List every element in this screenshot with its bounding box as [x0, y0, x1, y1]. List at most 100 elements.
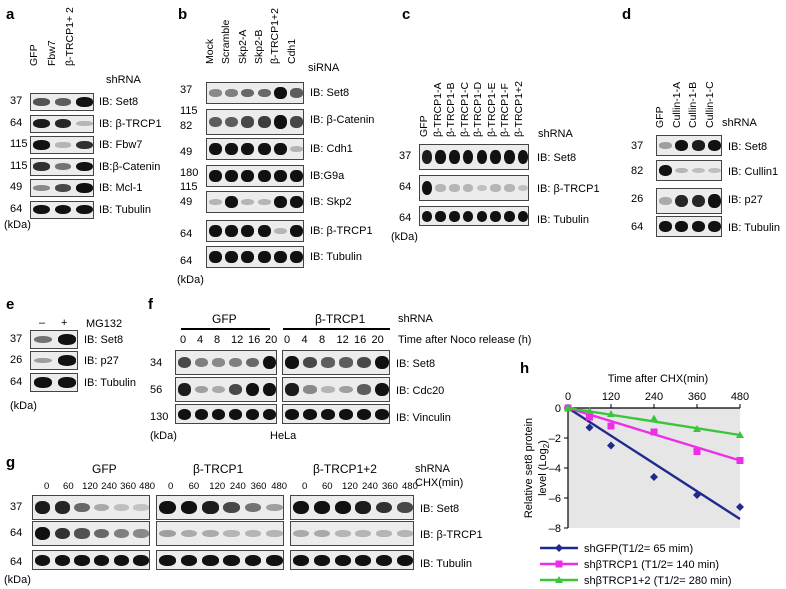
panel-a-blot-5 — [30, 200, 94, 219]
panel-b-lane-3: Skp2-B — [252, 29, 265, 64]
panel-d-lane-2: Cullin-1-B — [687, 81, 699, 128]
panel-b-blot-0-band-5 — [290, 88, 303, 98]
panel-c-kda: (kDa) — [391, 231, 418, 243]
panel-f-blot-btrcp1-1-band-2 — [320, 385, 335, 393]
panel-g-blot-2-0-band-0 — [293, 500, 310, 515]
panel-f-blot-btrcp1-1 — [282, 377, 390, 402]
h-series-0-point-3 — [650, 473, 658, 481]
panel-g-blot-1-0-band-4 — [244, 502, 262, 513]
panel-b-blot-4-band-1 — [225, 196, 238, 208]
panel-g-blot-2-1-band-5 — [396, 529, 413, 537]
panel-b-blot-3-band-1 — [225, 169, 238, 183]
panel-b-blot-1-band-0 — [208, 116, 222, 128]
panel-g-blot-2-2-band-3 — [355, 554, 372, 566]
panel-d-blot-1-band-0 — [658, 164, 672, 177]
panel-a-ib-1: IB: β-TRCP1 — [99, 117, 162, 130]
panel-e-blot-0-band-1 — [57, 334, 77, 345]
panel-b-mw-1: 115 — [180, 105, 198, 117]
panel-f-mw-1: 56 — [150, 384, 163, 396]
panel-b-blot-2-band-5 — [290, 145, 303, 153]
panel-b-blot-5-band-2 — [241, 224, 255, 238]
h-series-0-fit-line — [567, 406, 741, 521]
panel-b-ib-5: IB: β-TRCP1 — [310, 225, 373, 237]
panel-c-lane-4: β-TRCP1-D — [472, 81, 484, 137]
panel-a-blot-1 — [30, 114, 94, 133]
panel-b-blot-6 — [206, 246, 304, 268]
panel-d-lane-0: GFP — [654, 106, 666, 128]
h-ytick-label-2: –4 — [549, 463, 561, 475]
panel-f-blot-btrcp1-2-band-1 — [302, 408, 317, 420]
panel-b-blot-6-band-5 — [290, 250, 303, 264]
panel-d-blot-2-band-3 — [708, 193, 721, 209]
panel-a-blot-1-band-0 — [33, 118, 50, 129]
panel-b-blot-4-band-4 — [274, 195, 287, 209]
panel-a-blot-2-band-0 — [33, 140, 50, 150]
panel-f-time-gfp-5: 20 — [265, 334, 278, 346]
panel-g-ib-2: IB: Tubulin — [420, 558, 472, 570]
panel-c-ib-2: IB: Tubulin — [537, 214, 589, 226]
panel-d-blot-2-band-1 — [675, 194, 689, 208]
panel-a-condition: shRNA — [106, 74, 141, 86]
panel-b-blot-5-band-1 — [225, 224, 238, 238]
panel-b-mw-8: 64 — [180, 255, 193, 267]
panel-g-blot-1-2-band-1 — [180, 554, 198, 566]
panel-c-blot-1-band-7 — [517, 184, 528, 192]
h-series-2-point-1 — [585, 407, 594, 414]
h-series-1-point-4 — [693, 448, 701, 455]
panel-g-blot-0-1-band-1 — [54, 527, 71, 540]
panel-b-blot-1-band-5 — [290, 116, 303, 128]
h-xtick-label-1: 120 — [602, 391, 620, 403]
panel-e-mw-0: 37 — [10, 333, 23, 345]
panel-f-blot-gfp-1-band-4 — [245, 382, 260, 397]
panel-b-ib-0: IB: Set8 — [310, 87, 350, 99]
panel-letter-g: g — [6, 454, 16, 471]
h-series-0-point-1 — [585, 423, 594, 432]
panel-g-blot-1-1 — [156, 521, 284, 546]
panel-b-blot-0-band-0 — [208, 89, 222, 97]
panel-d-blot-1-band-2 — [691, 167, 705, 174]
panel-f-blot-btrcp1-2-band-0 — [284, 408, 299, 420]
panel-f-group-gfp: GFP — [212, 312, 237, 326]
panel-f-condition: shRNA — [398, 313, 433, 325]
panel-g-ib-1: IB: β-TRCP1 — [420, 529, 483, 541]
panel-c-mw-1: 64 — [399, 181, 412, 193]
panel-g-time-2-2: 120 — [342, 481, 358, 492]
panel-e-lane-plus: + — [61, 317, 68, 329]
h-ylabel-end: ) — [537, 440, 549, 444]
panel-g-blot-0-0-band-3 — [94, 503, 110, 512]
panel-f-time-gfp-4: 16 — [248, 334, 261, 346]
panel-b-lane-5: Cdh1 — [285, 38, 298, 64]
panel-f-blot-gfp-0-band-4 — [245, 357, 260, 368]
panel-c-lane-3: β-TRCP1-C — [458, 81, 471, 137]
h-series-1-point-3 — [650, 428, 658, 436]
panel-f-blot-gfp-2-band-1 — [194, 408, 209, 420]
panel-c-blot-0-band-4 — [476, 149, 488, 165]
panel-g-blot-2-0-band-1 — [313, 500, 331, 515]
panel-c-lane-0: GFP — [418, 115, 430, 137]
panel-c-blot-0-band-7 — [517, 149, 528, 165]
panel-g-blot-1-1-band-0 — [159, 529, 176, 538]
panel-a-mw-3: 115 — [10, 159, 28, 172]
panel-a-blot-5-band-2 — [76, 204, 93, 215]
panel-c-blot-1-band-0 — [421, 180, 433, 196]
panel-a-blot-0-band-2 — [76, 97, 93, 107]
panel-f-time-btrcp1-4: 16 — [354, 334, 367, 346]
panel-c-blot-2-band-0 — [421, 210, 433, 222]
panel-f-blot-gfp-2-band-5 — [262, 408, 276, 420]
panel-f-blot-btrcp1-0-band-2 — [320, 357, 335, 368]
panel-d-blot-2-band-2 — [691, 194, 705, 208]
panel-f-time-btrcp1-1: 4 — [301, 334, 308, 346]
h-series-1-point-5 — [736, 457, 744, 464]
panel-f-blot-gfp-1-band-2 — [211, 385, 226, 394]
panel-c-blot-1 — [419, 175, 529, 201]
panel-a-kda: (kDa) — [4, 219, 31, 231]
panel-g-blot-1-1-band-5 — [266, 529, 283, 537]
h-plot-area — [568, 408, 740, 528]
panel-b-blot-6-band-1 — [225, 250, 238, 264]
panel-d-blot-1-band-1 — [675, 167, 689, 174]
panel-e-condition: MG132 — [86, 318, 123, 330]
h-series-2-point-4 — [693, 425, 701, 432]
panel-g-blot-0-0-band-4 — [113, 504, 130, 511]
panel-g-time-1-4: 360 — [250, 481, 267, 492]
panel-b-blot-4-band-3 — [257, 198, 271, 206]
